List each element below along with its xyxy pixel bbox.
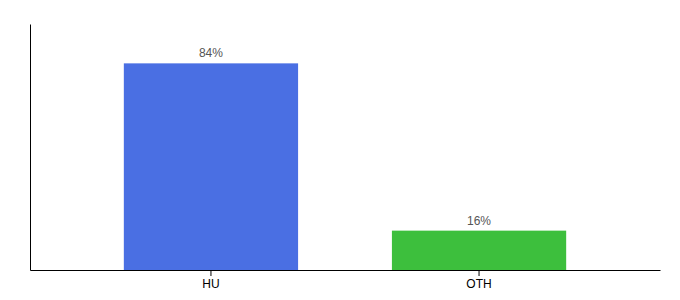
x-axis: HU OTH	[31, 270, 661, 291]
y-axis-line	[30, 25, 31, 271]
bar	[124, 63, 298, 270]
data-labels: 84% 16%	[199, 46, 491, 227]
x-tick: HU	[202, 270, 219, 291]
x-tick-mark	[479, 270, 480, 276]
y-axis	[30, 25, 31, 271]
x-tick: OTH	[466, 270, 491, 291]
x-axis-line	[31, 270, 661, 271]
bars	[124, 63, 566, 270]
x-tick-label: HU	[202, 277, 219, 291]
data-label: 84%	[199, 46, 223, 60]
bar	[392, 231, 566, 270]
plot: HU OTH 84% 16%	[31, 25, 661, 291]
data-label: 16%	[467, 214, 491, 228]
x-tick-mark	[210, 270, 211, 276]
x-tick-label: OTH	[466, 277, 491, 291]
chart: HU OTH 84% 16%	[0, 0, 680, 300]
